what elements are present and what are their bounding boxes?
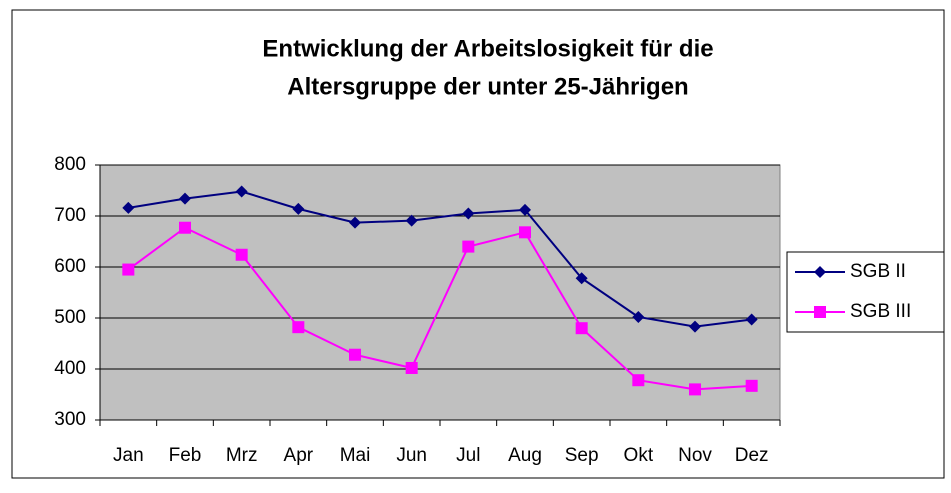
marker bbox=[292, 202, 305, 215]
y-tick-label: 500 bbox=[54, 307, 86, 328]
marker bbox=[632, 310, 645, 323]
marker bbox=[462, 207, 475, 220]
marker bbox=[349, 216, 361, 229]
y-tick-label: 300 bbox=[54, 409, 86, 430]
marker bbox=[179, 221, 191, 234]
x-tick-label: Jun bbox=[396, 445, 427, 466]
y-tick-label: 400 bbox=[54, 358, 86, 379]
chart-title: Entwicklung der Arbeitslosigkeit für die bbox=[262, 35, 713, 62]
marker bbox=[122, 263, 135, 276]
marker bbox=[689, 320, 701, 333]
marker bbox=[349, 348, 361, 361]
marker bbox=[519, 226, 531, 239]
x-tick-label: Apr bbox=[284, 445, 314, 466]
series-line bbox=[128, 190, 752, 328]
series-line bbox=[127, 226, 752, 391]
marker bbox=[575, 322, 588, 335]
y-tick-label: 700 bbox=[54, 205, 86, 226]
marker bbox=[745, 313, 758, 326]
plot-area bbox=[99, 164, 781, 421]
marker bbox=[814, 306, 826, 318]
x-tick-label: Okt bbox=[624, 445, 654, 466]
marker bbox=[405, 214, 418, 227]
marker bbox=[292, 321, 305, 334]
marker bbox=[745, 379, 758, 392]
y-tick-label: 600 bbox=[54, 256, 86, 277]
marker bbox=[179, 192, 191, 205]
marker bbox=[462, 240, 475, 253]
legend-label: SGB II bbox=[850, 261, 906, 282]
marker bbox=[235, 185, 248, 198]
x-tick-label: Mrz bbox=[226, 445, 258, 466]
marker bbox=[122, 201, 135, 214]
marker bbox=[689, 383, 701, 396]
marker bbox=[235, 248, 248, 261]
legend-label: SGB III bbox=[850, 301, 911, 322]
x-tick-label: Sep bbox=[565, 445, 599, 466]
legend bbox=[786, 251, 945, 333]
x-tick-label: Nov bbox=[678, 445, 712, 466]
x-tick-label: Jul bbox=[456, 445, 480, 466]
chart-title: Altersgruppe der unter 25-Jährigen bbox=[287, 73, 688, 100]
x-tick-label: Mai bbox=[340, 445, 371, 466]
x-tick-label: Feb bbox=[169, 445, 202, 466]
x-tick-label: Jan bbox=[113, 445, 144, 466]
marker bbox=[519, 203, 531, 216]
marker bbox=[405, 361, 418, 374]
x-tick-label: Aug bbox=[508, 445, 542, 466]
marker bbox=[575, 272, 588, 285]
marker bbox=[632, 374, 645, 387]
x-tick-label: Dez bbox=[735, 445, 769, 466]
y-tick-label: 800 bbox=[54, 154, 86, 175]
marker bbox=[814, 266, 826, 278]
